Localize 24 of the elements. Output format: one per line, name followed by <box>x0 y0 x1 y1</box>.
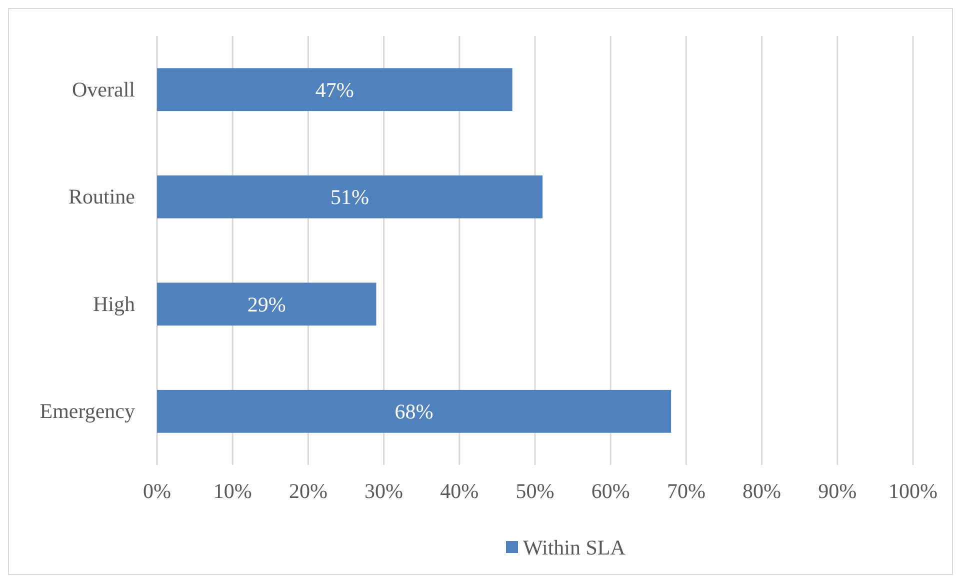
legend-label: Within SLA <box>523 535 626 560</box>
x-tick-label: 40% <box>440 478 479 503</box>
x-tick-label: 60% <box>591 478 630 503</box>
y-tick-label: Emergency <box>40 399 136 424</box>
data-label: 47% <box>315 78 354 102</box>
data-label: 51% <box>330 185 370 210</box>
x-tick-label: 50% <box>516 478 554 503</box>
y-tick-label: High <box>93 292 136 316</box>
x-tick-label: 90% <box>818 478 857 503</box>
x-tick-label: 100% <box>888 478 938 503</box>
y-tick-label: Routine <box>68 184 135 209</box>
x-tick-label: 70% <box>666 478 706 503</box>
x-tick-label: 30% <box>364 478 404 503</box>
data-label: 68% <box>394 400 434 424</box>
x-tick-label: 10% <box>213 478 252 503</box>
x-tick-label: 80% <box>742 478 782 503</box>
bar <box>157 390 672 433</box>
x-tick-label: 20% <box>288 478 328 503</box>
bar <box>157 68 512 112</box>
x-tick-label: 0% <box>143 478 171 503</box>
data-label: 29% <box>247 292 286 316</box>
bar <box>157 175 543 218</box>
bar <box>157 282 376 326</box>
y-tick-label: Overall <box>72 77 136 102</box>
